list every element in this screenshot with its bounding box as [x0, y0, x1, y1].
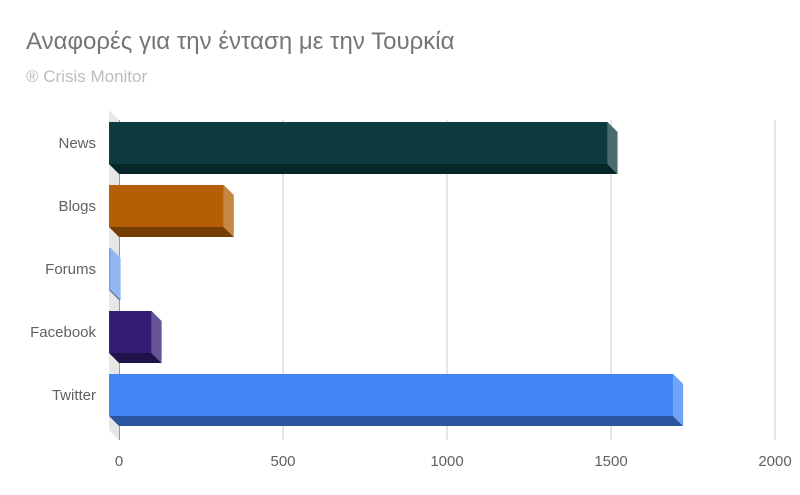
- bar-bottom-face: [109, 416, 684, 426]
- bar-front-face: [109, 374, 674, 416]
- x-tick-label: 2000: [758, 453, 791, 470]
- bar-front-face: [109, 248, 111, 290]
- category-labels: News Blogs Forums Facebook Twitter: [30, 135, 96, 404]
- bar-side-face: [223, 185, 234, 237]
- category-label: News: [58, 135, 96, 152]
- x-tick-label: 500: [270, 453, 295, 470]
- category-label: Twitter: [52, 387, 96, 404]
- x-axis-ticks: 0 500 1000 1500 2000: [115, 453, 792, 470]
- bar-side-face: [110, 248, 121, 300]
- category-label: Blogs: [58, 198, 96, 215]
- category-label: Forums: [45, 261, 96, 278]
- bar-side-face: [151, 311, 162, 363]
- bar-side-face: [607, 122, 618, 174]
- x-tick-label: 1000: [430, 453, 463, 470]
- category-label: Facebook: [30, 324, 96, 341]
- bar-front-face: [109, 311, 152, 353]
- bar-forums: [109, 248, 121, 300]
- x-tick-label: 0: [115, 453, 123, 470]
- bar-news: [109, 122, 618, 174]
- chart-subtitle: ® Crisis Monitor: [26, 67, 148, 86]
- bar-side-face: [673, 374, 684, 426]
- bar-facebook: [109, 311, 162, 363]
- bar-bottom-face: [109, 290, 121, 300]
- bar-front-face: [109, 122, 608, 164]
- x-tick-label: 1500: [594, 453, 627, 470]
- bar-bottom-face: [109, 353, 162, 363]
- bar-twitter: [109, 374, 684, 426]
- chart-title: Αναφορές για την ένταση με την Τουρκία: [26, 28, 455, 55]
- bar-blogs: [109, 185, 234, 237]
- bars: [109, 122, 684, 426]
- bar-bottom-face: [109, 164, 618, 174]
- bar-front-face: [109, 185, 224, 227]
- bar-bottom-face: [109, 227, 234, 237]
